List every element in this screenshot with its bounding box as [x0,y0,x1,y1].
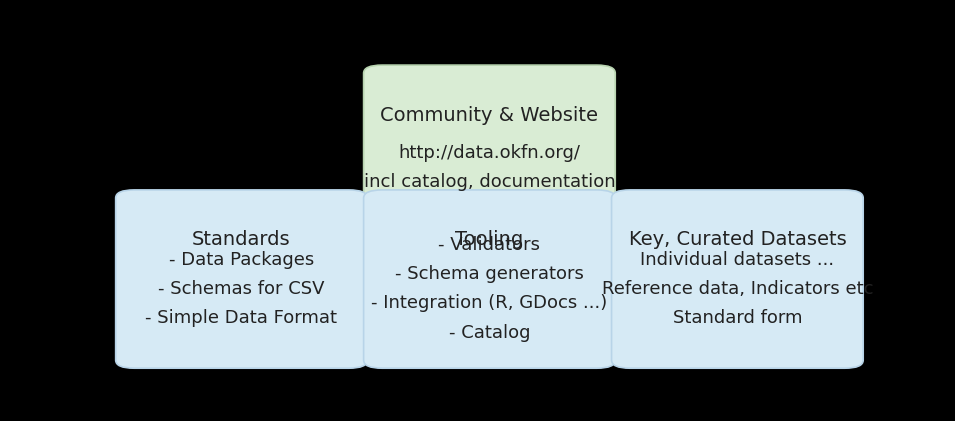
Text: Tooling: Tooling [456,230,523,249]
Text: Standards: Standards [192,230,291,249]
FancyBboxPatch shape [364,65,615,250]
FancyBboxPatch shape [611,190,863,368]
Text: Key, Curated Datasets: Key, Curated Datasets [628,230,846,249]
FancyBboxPatch shape [116,190,368,368]
FancyBboxPatch shape [364,190,615,368]
Text: http://data.okfn.org/
incl catalog, documentation: http://data.okfn.org/ incl catalog, docu… [364,144,615,191]
Text: Individual datasets ...
Reference data, Indicators etc
Standard form: Individual datasets ... Reference data, … [602,250,873,327]
Text: Community & Website: Community & Website [380,106,599,125]
Text: - Validators
- Schema generators
- Integration (R, GDocs ...)
- Catalog: - Validators - Schema generators - Integ… [371,236,607,341]
Text: - Data Packages
- Schemas for CSV
- Simple Data Format: - Data Packages - Schemas for CSV - Simp… [145,250,337,327]
